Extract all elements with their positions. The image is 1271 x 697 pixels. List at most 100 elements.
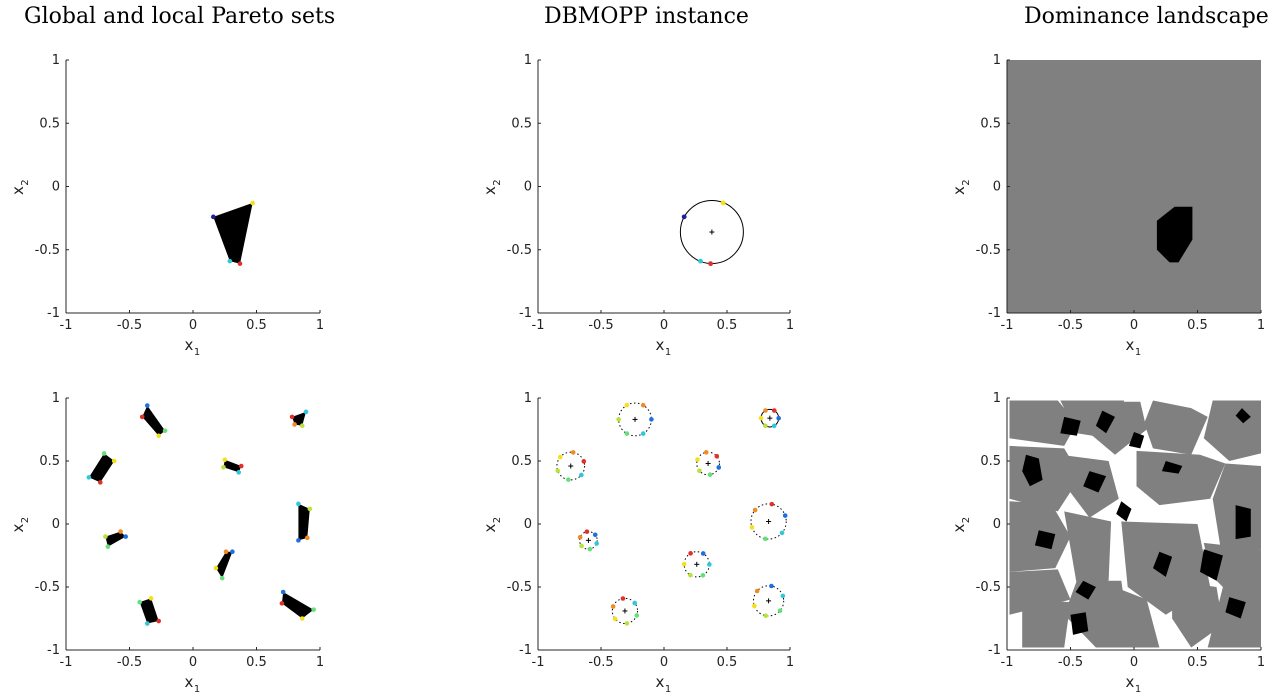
black-pareto-region	[1128, 432, 1145, 449]
attractor-point	[640, 431, 646, 436]
pareto-set-polygon	[105, 531, 126, 547]
y-tick-label: 0	[524, 180, 532, 195]
attractor-point	[771, 408, 777, 413]
attractor-point	[137, 599, 142, 605]
x-axis-label-subscript: 1	[194, 347, 200, 358]
y-tick-label: -1	[519, 643, 532, 658]
attractor-point	[592, 532, 598, 538]
attractor-point	[222, 457, 228, 463]
x-tick-label: 1	[786, 318, 794, 333]
y-axis-label-subscript: 2	[961, 517, 972, 523]
y-axis-label-group: x2	[9, 517, 31, 533]
attractor-point	[698, 258, 703, 264]
y-tick-label: 0.5	[980, 116, 1001, 131]
black-pareto-region	[1070, 612, 1089, 635]
y-axis-label: x	[950, 186, 968, 195]
y-tick-label: 0	[52, 517, 60, 532]
y-tick-label: 1	[52, 391, 60, 406]
attractor-point	[303, 409, 309, 415]
y-tick-label: -0.5	[507, 580, 532, 595]
attractor-point	[681, 214, 687, 220]
attractor-point	[223, 549, 229, 555]
attractor-point	[584, 529, 590, 534]
region-circle	[556, 451, 586, 481]
x-tick-label: -1	[532, 655, 545, 670]
attractor-point	[632, 600, 638, 606]
x-axis-label-subscript: 1	[665, 347, 671, 358]
y-tick-label: -1	[988, 643, 1001, 658]
y-axis-label: x	[950, 523, 968, 532]
attractor-point	[221, 465, 226, 470]
attractor-point	[716, 465, 722, 470]
attractor-point	[688, 551, 693, 556]
attractor-point	[610, 604, 616, 609]
pareto-set-polygon	[298, 503, 310, 541]
attractor-point	[620, 596, 626, 601]
attractor-point	[570, 450, 576, 455]
attractor-point	[624, 402, 630, 408]
y-axis-label-group: x2	[9, 179, 31, 195]
attractor-point	[162, 428, 168, 434]
attractor-point	[700, 551, 706, 556]
x-tick-label: -1	[1001, 318, 1014, 333]
attractor-point	[305, 535, 310, 541]
y-axis-label-group: x2	[950, 517, 972, 533]
attractor-point	[763, 536, 768, 542]
y-tick-label: 0.5	[39, 454, 60, 469]
y-tick-label: 0	[993, 517, 1001, 532]
x-tick-label: 0.5	[246, 318, 267, 333]
y-axis-label: x	[9, 523, 27, 532]
attractor-point	[703, 450, 709, 455]
attractor-point	[779, 530, 785, 536]
attractor-point	[763, 613, 769, 619]
x-tick-label: 0	[189, 318, 197, 333]
x-tick-label: -0.5	[117, 318, 142, 333]
attractor-point	[763, 408, 768, 413]
region-circle	[752, 585, 785, 617]
x-tick-label: 0.5	[717, 655, 738, 670]
attractor-point	[708, 261, 714, 267]
x-axis-label: x	[1126, 336, 1135, 354]
attractor-point	[579, 543, 584, 549]
gray-dominance-region	[1009, 400, 1077, 446]
attractor-point	[144, 621, 150, 626]
x-tick-label: -1	[532, 318, 545, 333]
black-pareto-region	[1235, 505, 1251, 540]
x-axis-label: x	[656, 673, 665, 691]
y-tick-label: -0.5	[35, 580, 60, 595]
black-pareto-region	[1156, 206, 1193, 263]
attractor-point	[752, 603, 757, 609]
attractor-point	[707, 472, 713, 477]
y-tick-label: 0.5	[980, 454, 1001, 469]
y-tick-label: -0.5	[976, 243, 1001, 258]
attractor-point	[144, 403, 150, 408]
attractor-point	[230, 549, 235, 555]
y-tick-label: 1	[993, 391, 1001, 406]
attractor-point	[250, 200, 255, 206]
y-axis-label-subscript: 2	[961, 179, 972, 185]
x-tick-label: -0.5	[588, 318, 613, 333]
gray-dominance-region	[1095, 580, 1160, 648]
title-left: Global and local Pareto sets	[24, 4, 336, 29]
x-axis-label: x	[185, 336, 194, 354]
pareto-set-polygon	[223, 459, 242, 473]
attractor-point	[103, 534, 108, 539]
attractor-point	[754, 588, 760, 594]
attractor-point	[311, 607, 316, 612]
attractor-point	[101, 451, 107, 456]
y-axis-label-subscript: 2	[492, 179, 503, 185]
x-axis-label-subscript: 1	[665, 684, 671, 695]
attractor-point	[139, 414, 145, 420]
y-tick-label: -0.5	[507, 243, 532, 258]
x-tick-label: 0	[660, 318, 668, 333]
x-tick-label: -0.5	[117, 655, 142, 670]
black-pareto-region	[1235, 408, 1251, 424]
attractor-point	[752, 507, 758, 513]
attractor-point	[238, 463, 244, 469]
x-tick-label: 1	[1257, 318, 1265, 333]
pareto-set-polygon	[281, 592, 314, 619]
attractor-point	[211, 214, 216, 220]
y-axis-label-subscript: 2	[492, 517, 503, 523]
attractor-point	[777, 608, 783, 614]
attractor-point	[557, 454, 563, 460]
